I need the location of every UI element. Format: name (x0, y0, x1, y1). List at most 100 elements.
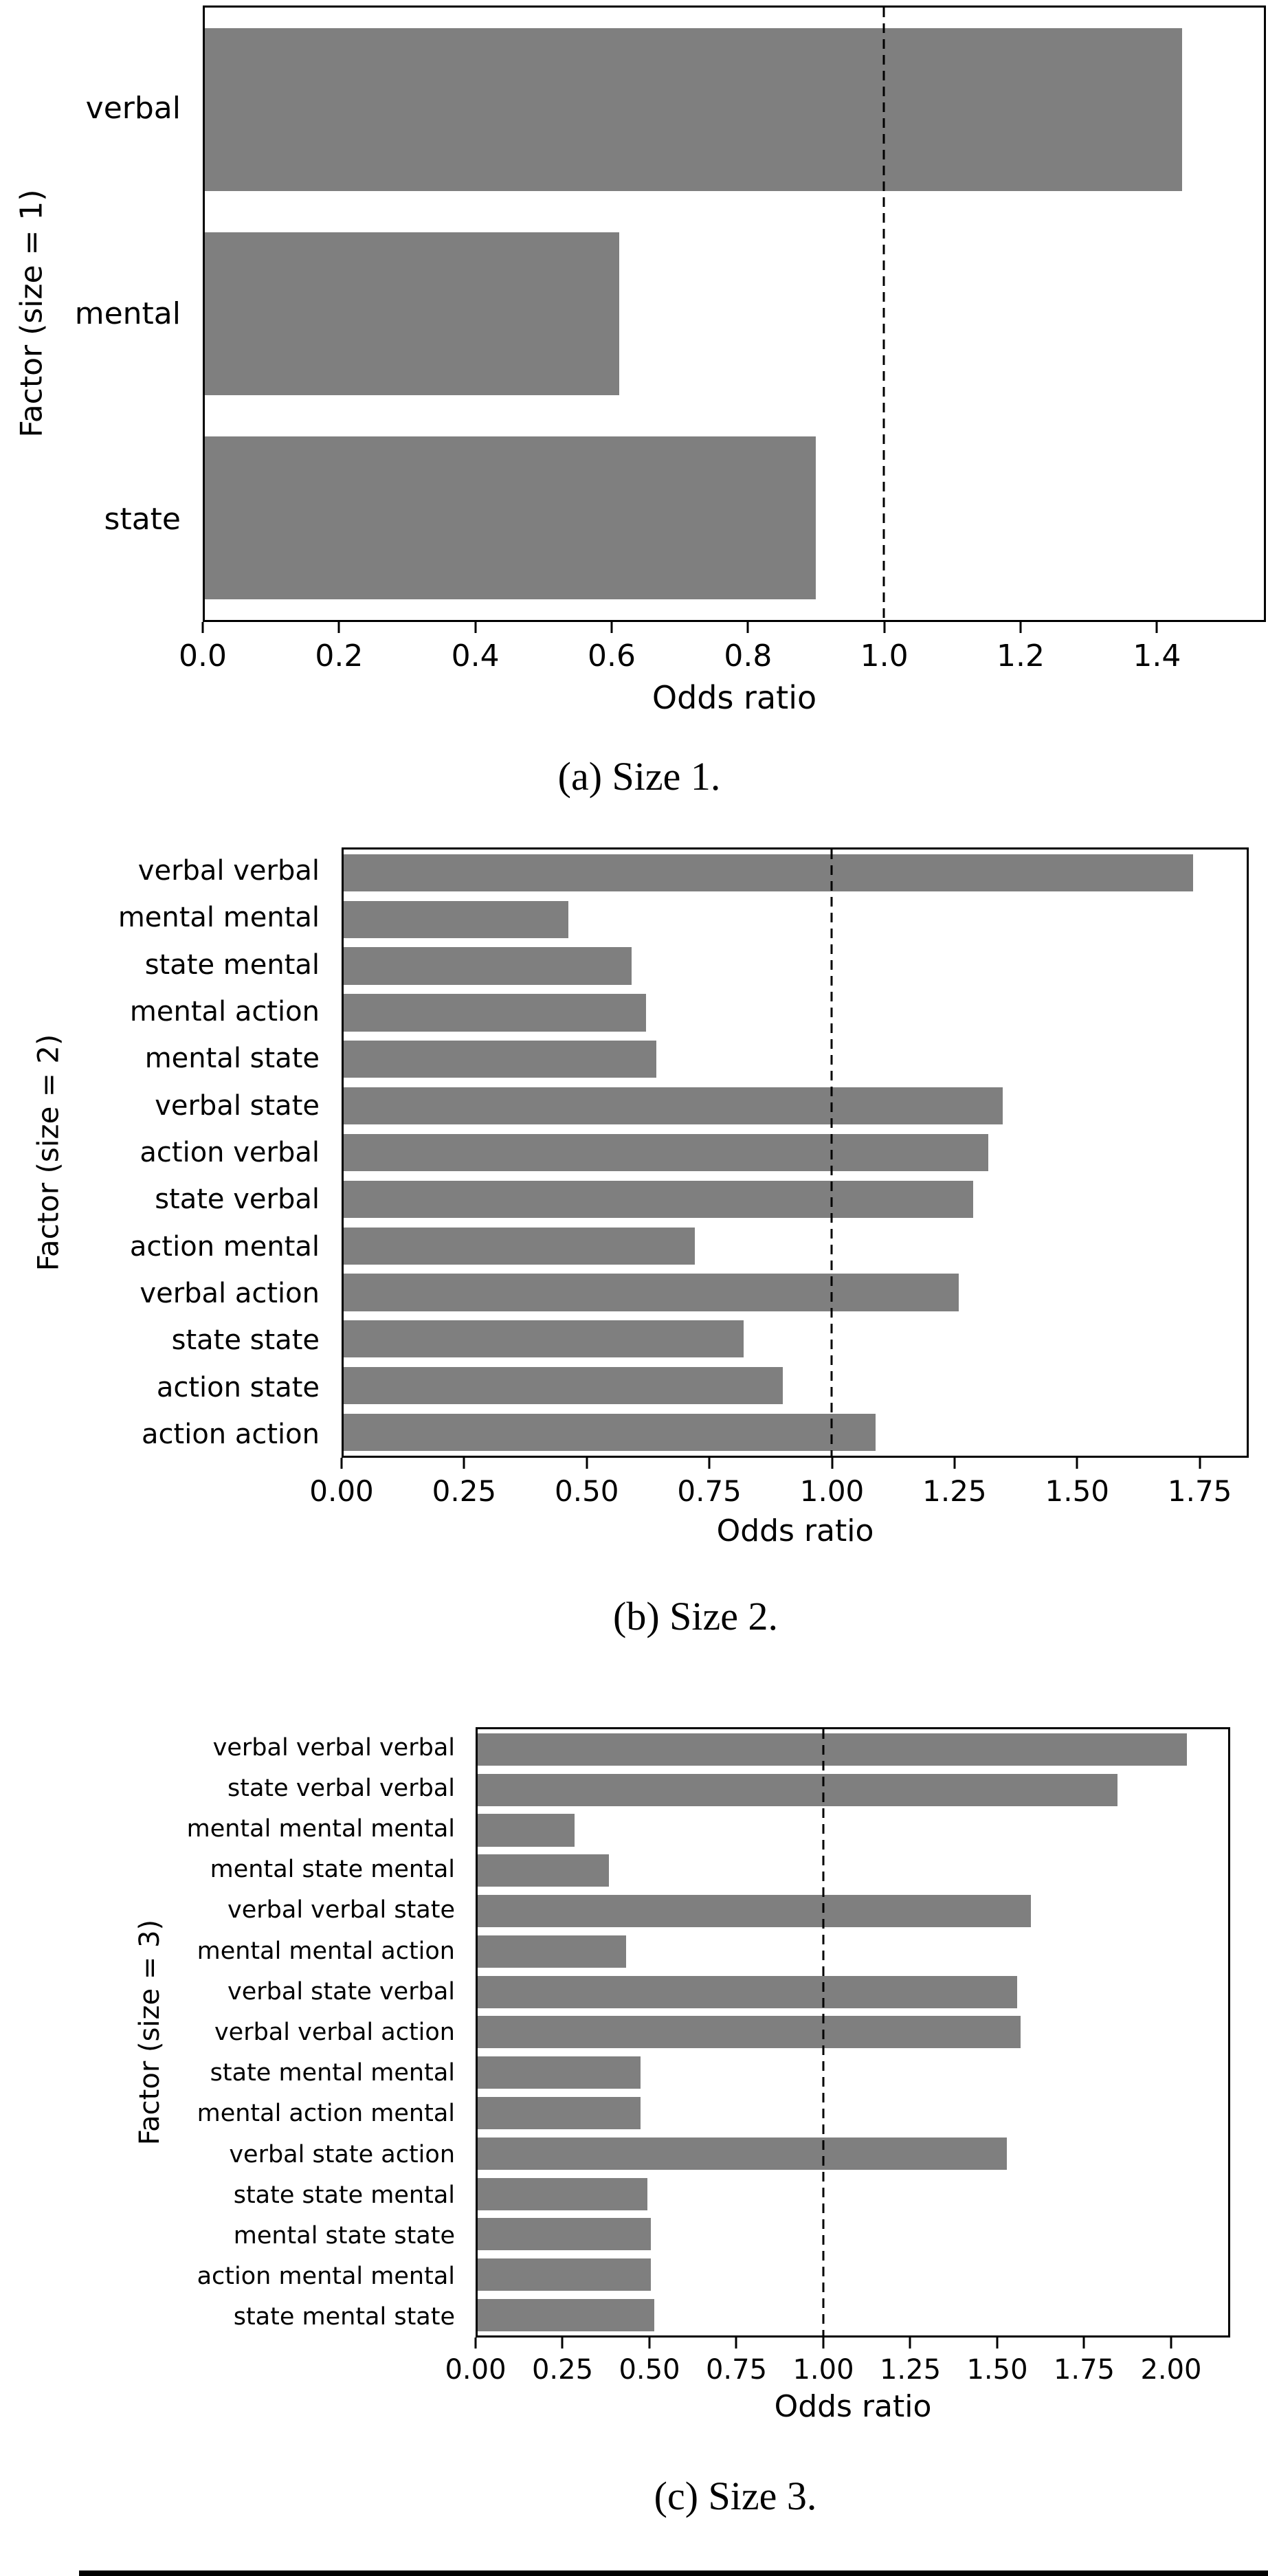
bar-row (344, 1362, 1247, 1409)
y-tick-label: state (104, 502, 181, 537)
bar-row (478, 1729, 1228, 1770)
x-axis-label: Odds ratio (652, 679, 817, 716)
x-tick-label: 1.2 (997, 639, 1045, 674)
x-tick-label: 2.00 (1140, 2354, 1202, 2386)
x-tick-mark (586, 1458, 588, 1469)
x-tick-label: 0.2 (315, 639, 364, 674)
bar-action-mental (344, 1227, 696, 1265)
bar-mental-state-mental (478, 1854, 610, 1887)
x-tick-mark (648, 2338, 651, 2349)
x-tick-mark (909, 2338, 911, 2349)
bar-verbal-state-verbal (478, 1975, 1018, 2008)
x-tick-label: 0.6 (588, 639, 636, 674)
x-tick-mark (883, 622, 886, 633)
y-tick-label: action verbal (140, 1137, 320, 1169)
bar-row (478, 1850, 1228, 1891)
bar-row (478, 1770, 1228, 1810)
caption-size-1: (a) Size 1. (557, 754, 721, 799)
bar-mental-state-state (478, 2218, 651, 2251)
bar-mental-action (344, 994, 647, 1032)
x-tick-label: 1.50 (966, 2354, 1028, 2386)
caption-size-2: (b) Size 2. (613, 1594, 778, 1639)
bar-row (344, 943, 1247, 990)
bar-mental-mental-mental (478, 1814, 575, 1847)
x-axis-label: Odds ratio (774, 2389, 932, 2424)
bar-row (478, 1931, 1228, 1972)
y-tick-label: action mental mental (197, 2263, 455, 2291)
x-tick-label: 0.50 (554, 1474, 619, 1508)
x-tick-mark (831, 1458, 833, 1469)
bar-action-state (344, 1367, 783, 1405)
bar-verbal (205, 27, 1183, 192)
bar-row (205, 212, 1264, 416)
x-tick-mark (953, 1458, 956, 1469)
x-tick-label: 1.75 (1053, 2354, 1115, 2386)
bar-state-mental-mental (478, 2056, 641, 2089)
x-tick-label: 0.50 (619, 2354, 680, 2386)
bar-state-mental (344, 947, 632, 985)
x-tick-mark (463, 1458, 465, 1469)
x-tick-label: 0.75 (677, 1474, 742, 1508)
bar-state-verbal (344, 1180, 974, 1218)
bar-verbal-verbal-state (478, 1895, 1032, 1928)
y-tick-label: mental mental mental (186, 1815, 455, 1843)
x-tick-mark (822, 2338, 825, 2349)
bar-row (344, 1223, 1247, 1269)
bar-row (344, 896, 1247, 943)
reference-line-odds-1 (882, 8, 885, 620)
x-axis-ticks: 0.00 0.25 0.50 0.75 1.00 1.25 1.50 1.75 (309, 1458, 1249, 1523)
bar-row (344, 1129, 1247, 1176)
bar-row (205, 8, 1264, 212)
bar-verbal-action (344, 1274, 959, 1311)
x-axis-ticks: 0.00 0.25 0.50 0.75 1.00 1.25 1.50 1.75 2.00 (445, 2338, 1230, 2403)
bar-state-mental-state (478, 2299, 654, 2332)
x-tick-mark (474, 2338, 477, 2349)
y-tick-label: verbal verbal (137, 855, 320, 887)
bar-action-action (344, 1413, 876, 1452)
x-axis-label: Odds ratio (716, 1513, 874, 1548)
y-tick-label: state mental mental (210, 2059, 455, 2087)
y-axis-label: Factor (size = 3) (134, 1919, 166, 2146)
bar-row (205, 416, 1264, 620)
y-tick-label: action state (156, 1371, 320, 1403)
y-tick-label: mental action mental (197, 2100, 455, 2128)
y-tick-label: verbal state verbal (227, 1977, 455, 2006)
bar-row (344, 1315, 1247, 1362)
y-tick-label: verbal state (155, 1089, 320, 1122)
bar-mental-mental-action (478, 1935, 627, 1968)
y-tick-label: state verbal verbal (227, 1774, 455, 1802)
y-tick-labels: verbal verbal mental mental state mental me… (0, 847, 331, 1458)
x-tick-label: 0.25 (531, 2354, 594, 2386)
bar-action-mental-mental (478, 2258, 651, 2291)
x-tick-label: 1.75 (1167, 1474, 1232, 1508)
caption-size-3: (c) Size 3. (654, 2474, 817, 2518)
bar-row (478, 2254, 1228, 2295)
bars-group (344, 850, 1247, 1456)
x-tick-mark (561, 2338, 564, 2349)
bar-mental-action-mental (478, 2097, 641, 2130)
y-tick-label: mental mental (118, 902, 320, 934)
y-tick-label: mental state state (233, 2222, 455, 2250)
bar-verbal-verbal (344, 854, 1193, 892)
bar-verbal-state (344, 1087, 1003, 1125)
bar-mental-state (344, 1041, 656, 1078)
y-tick-labels: verbal verbal verbal state verbal verbal m… (165, 1727, 466, 2338)
x-tick-mark (1199, 1458, 1201, 1469)
x-tick-mark (337, 622, 340, 633)
reference-line-odds-1 (830, 850, 833, 1456)
x-tick-mark (1170, 2338, 1172, 2349)
cropped-next-figure-edge (79, 2571, 1268, 2576)
x-tick-label: 1.50 (1045, 1474, 1110, 1508)
bar-row (478, 2295, 1228, 2335)
x-tick-label: 0.25 (432, 1474, 497, 1508)
x-axis-ticks: 0.0 0.2 0.4 0.6 0.8 1.0 1.2 1.4 (179, 622, 1266, 687)
bar-row (478, 1810, 1228, 1851)
bar-mental (205, 232, 619, 396)
x-tick-label: 1.0 (860, 639, 909, 674)
bar-row (344, 1176, 1247, 1223)
bar-action-verbal (344, 1133, 988, 1172)
y-tick-label: mental (74, 296, 181, 331)
y-tick-label: state verbal (155, 1184, 320, 1216)
